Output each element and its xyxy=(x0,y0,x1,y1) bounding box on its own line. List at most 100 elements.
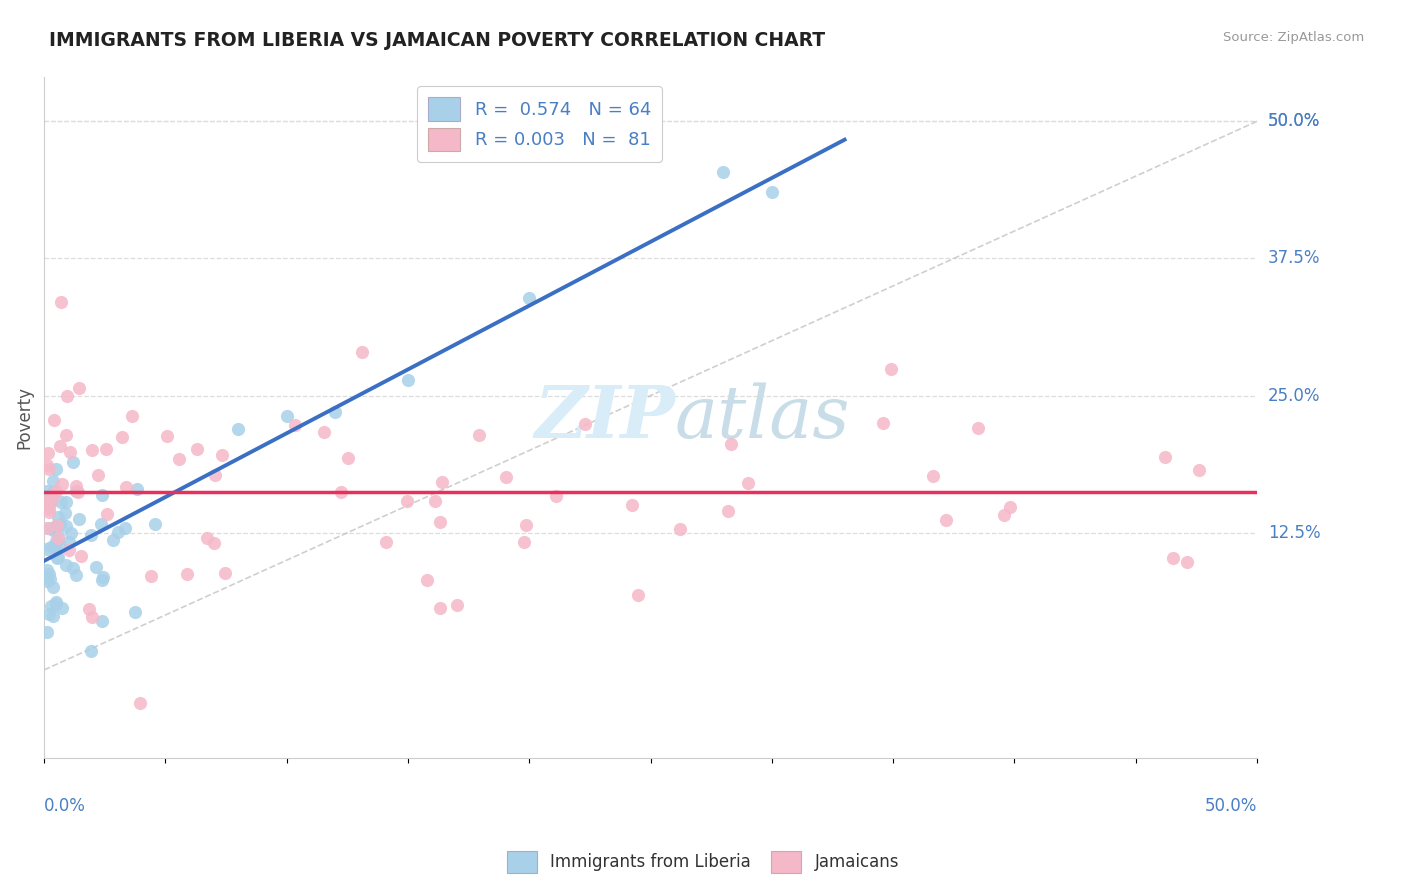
Text: 0.0%: 0.0% xyxy=(44,797,86,814)
Point xyxy=(91,488,114,502)
Text: atlas: atlas xyxy=(675,383,851,453)
Point xyxy=(53,506,76,520)
Point xyxy=(67,512,90,526)
Point xyxy=(115,480,138,494)
Point xyxy=(65,483,87,498)
Point xyxy=(352,344,374,359)
Point xyxy=(1175,555,1198,569)
Point xyxy=(41,609,63,624)
Point xyxy=(45,550,67,565)
Point xyxy=(38,567,60,582)
Point xyxy=(90,516,112,531)
Point xyxy=(42,475,65,489)
Point xyxy=(214,566,236,581)
Text: IMMIGRANTS FROM LIBERIA VS JAMAICAN POVERTY CORRELATION CHART: IMMIGRANTS FROM LIBERIA VS JAMAICAN POVE… xyxy=(49,31,825,50)
Text: 50.0%: 50.0% xyxy=(1268,112,1320,130)
Point xyxy=(67,381,90,395)
Point xyxy=(186,442,208,456)
Point xyxy=(45,519,67,533)
Point xyxy=(58,535,80,549)
Point xyxy=(62,455,84,469)
Point xyxy=(41,491,63,506)
Point xyxy=(70,549,93,563)
Point xyxy=(993,508,1015,522)
Point xyxy=(127,482,149,496)
Point xyxy=(48,529,70,543)
Point xyxy=(276,409,298,423)
Point xyxy=(46,518,69,533)
Point xyxy=(176,567,198,582)
Point xyxy=(627,588,650,602)
Point xyxy=(45,462,67,476)
Point xyxy=(82,610,104,624)
Point xyxy=(49,295,72,310)
Point xyxy=(58,543,80,558)
Point xyxy=(38,520,60,534)
Point xyxy=(35,458,58,472)
Point xyxy=(111,429,134,443)
Text: 50.0%: 50.0% xyxy=(1268,112,1320,130)
Point xyxy=(114,521,136,535)
Point xyxy=(425,494,447,508)
Point xyxy=(512,535,534,549)
Text: 12.5%: 12.5% xyxy=(1268,524,1320,541)
Point xyxy=(1188,463,1211,477)
Point xyxy=(720,437,742,451)
Point xyxy=(42,581,65,595)
Point xyxy=(374,535,396,549)
Legend: Immigrants from Liberia, Jamaicans: Immigrants from Liberia, Jamaicans xyxy=(501,845,905,880)
Point xyxy=(143,517,166,532)
Point xyxy=(468,428,491,442)
Point xyxy=(156,428,179,442)
Point xyxy=(574,417,596,432)
Point xyxy=(91,570,114,584)
Point xyxy=(44,539,66,553)
Point xyxy=(880,361,903,376)
Point xyxy=(669,522,692,536)
Point xyxy=(49,494,72,508)
Point xyxy=(42,412,65,426)
Text: 37.5%: 37.5% xyxy=(1268,250,1320,268)
Point xyxy=(51,477,73,491)
Point xyxy=(46,509,69,524)
Point xyxy=(51,600,73,615)
Point xyxy=(935,513,957,527)
Point xyxy=(35,624,58,639)
Point xyxy=(35,563,58,577)
Point xyxy=(446,598,468,612)
Point xyxy=(59,445,82,459)
Point xyxy=(717,504,740,518)
Point xyxy=(337,450,360,465)
Point xyxy=(96,507,118,521)
Point xyxy=(711,165,734,179)
Point xyxy=(737,475,759,490)
Point xyxy=(35,497,58,511)
Point xyxy=(1161,550,1184,565)
Point xyxy=(620,498,643,512)
Point xyxy=(35,484,58,499)
Point xyxy=(90,573,112,587)
Point xyxy=(515,517,537,532)
Point xyxy=(429,601,451,615)
Point xyxy=(517,291,540,305)
Point xyxy=(872,416,894,430)
Point xyxy=(82,442,104,457)
Legend: R =  0.574   N = 64, R = 0.003   N =  81: R = 0.574 N = 64, R = 0.003 N = 81 xyxy=(418,87,662,161)
Point xyxy=(202,535,225,549)
Point xyxy=(67,485,90,500)
Point xyxy=(94,442,117,457)
Point xyxy=(204,468,226,483)
Point xyxy=(35,542,58,557)
Point xyxy=(55,427,77,442)
Point xyxy=(87,468,110,483)
Point xyxy=(45,483,67,498)
Point xyxy=(922,469,945,483)
Point xyxy=(55,495,77,509)
Point xyxy=(35,494,58,508)
Point xyxy=(80,527,103,541)
Point xyxy=(77,601,100,615)
Point xyxy=(761,186,783,200)
Point xyxy=(46,549,69,564)
Point xyxy=(432,475,454,489)
Point xyxy=(323,405,346,419)
